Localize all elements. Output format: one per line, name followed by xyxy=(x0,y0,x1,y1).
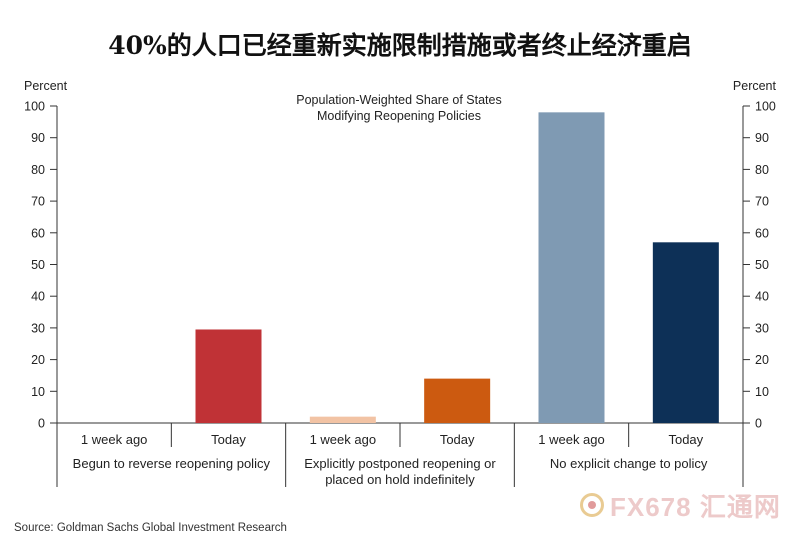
category-label: 1 week ago xyxy=(81,432,148,447)
bar xyxy=(424,378,491,423)
y-tick-label-right: 20 xyxy=(755,353,769,367)
y-tick-label-left: 50 xyxy=(31,258,45,272)
y-tick-label-left: 30 xyxy=(31,321,45,335)
y-tick-label-right: 80 xyxy=(755,163,769,177)
y-tick-label-right: 90 xyxy=(755,131,769,145)
category-label: Today xyxy=(211,432,246,447)
bar xyxy=(652,242,719,423)
bar xyxy=(309,416,376,423)
y-tick-label-right: 0 xyxy=(755,417,762,431)
group-label: No explicit change to policy xyxy=(550,456,708,471)
category-label: 1 week ago xyxy=(538,432,605,447)
chart-subtitle: Modifying Reopening Policies xyxy=(317,109,481,123)
group-label: placed on hold indefinitely xyxy=(325,472,475,487)
bar xyxy=(195,329,262,423)
group-label: Explicitly postponed reopening or xyxy=(304,456,496,471)
y-tick-label-right: 100 xyxy=(755,100,776,114)
chart-subtitle: Population-Weighted Share of States xyxy=(296,93,501,107)
y-axis-label-right: Percent xyxy=(733,79,777,93)
category-label: Today xyxy=(440,432,475,447)
y-tick-label-right: 40 xyxy=(755,290,769,304)
y-tick-label-left: 60 xyxy=(31,226,45,240)
category-label: 1 week ago xyxy=(310,432,377,447)
y-tick-label-left: 70 xyxy=(31,195,45,209)
y-tick-label-left: 100 xyxy=(24,100,45,114)
y-tick-label-left: 80 xyxy=(31,163,45,177)
y-axis-label-left: Percent xyxy=(24,79,68,93)
y-tick-label-left: 90 xyxy=(31,131,45,145)
y-tick-label-right: 60 xyxy=(755,226,769,240)
bar xyxy=(538,112,605,423)
y-tick-label-left: 10 xyxy=(31,385,45,399)
y-tick-label-left: 20 xyxy=(31,353,45,367)
source-note: Source: Goldman Sachs Global Investment … xyxy=(14,522,287,534)
y-tick-label-right: 50 xyxy=(755,258,769,272)
watermark-logo-icon xyxy=(580,493,604,517)
group-label: Begun to reverse reopening policy xyxy=(73,456,271,471)
y-tick-label-left: 0 xyxy=(38,417,45,431)
y-tick-label-right: 10 xyxy=(755,385,769,399)
chart-title: 40%的人口已经重新实施限制措施或者终止经济重启 xyxy=(108,31,692,60)
y-tick-label-right: 70 xyxy=(755,195,769,209)
y-tick-label-left: 40 xyxy=(31,290,45,304)
watermark: FX678 汇通网 xyxy=(580,488,781,522)
watermark-text: FX678 汇通网 xyxy=(610,491,781,522)
category-label: Today xyxy=(668,432,703,447)
y-tick-label-right: 30 xyxy=(755,321,769,335)
